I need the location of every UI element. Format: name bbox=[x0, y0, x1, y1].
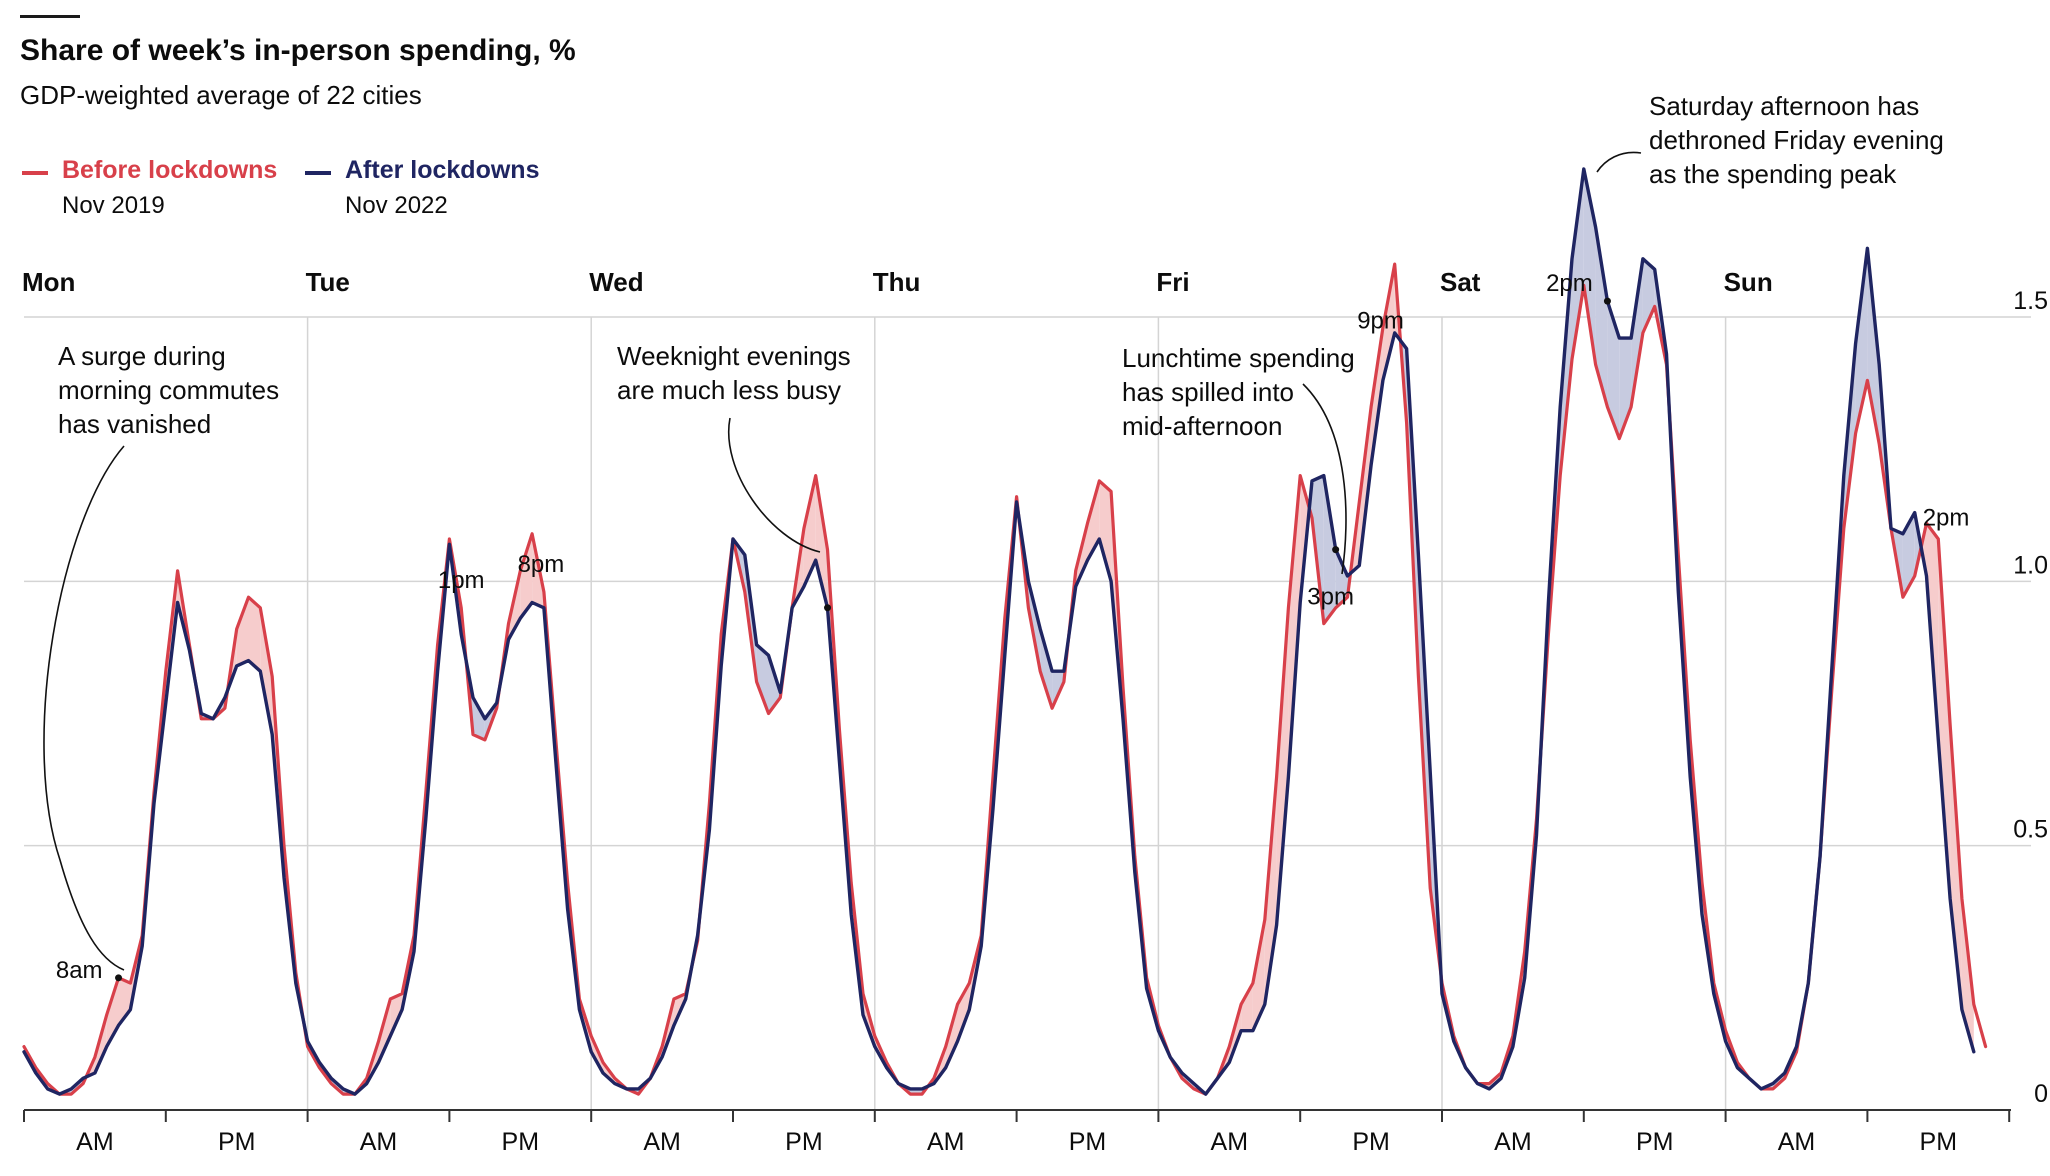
x-tick-label-pm: PM bbox=[1352, 1128, 1390, 1156]
difference-fill bbox=[957, 983, 970, 1042]
day-label-wed: Wed bbox=[589, 267, 643, 297]
difference-fill bbox=[1288, 475, 1301, 777]
x-tick-label-pm: PM bbox=[218, 1128, 256, 1156]
annotation-text-1: morning commutes bbox=[58, 375, 279, 405]
difference-fill bbox=[1335, 549, 1348, 608]
x-tick-label-am: AM bbox=[1778, 1128, 1816, 1156]
difference-fill bbox=[520, 533, 533, 619]
x-tick-label-pm: PM bbox=[785, 1128, 823, 1156]
annotation-leader-2 bbox=[727, 417, 821, 553]
day-label-sun: Sun bbox=[1724, 267, 1773, 297]
difference-fill bbox=[1950, 724, 1962, 1010]
x-tick-label-am: AM bbox=[1211, 1128, 1249, 1156]
annotation-text-2: Weeknight evenings bbox=[617, 341, 851, 371]
chart-title: Share of week’s in-person spending, % bbox=[20, 34, 576, 67]
difference-fill bbox=[1040, 628, 1053, 709]
difference-fill bbox=[815, 475, 828, 608]
chart-subtitle: GDP-weighted average of 22 cities bbox=[20, 80, 422, 110]
legend-swatch-after bbox=[305, 171, 331, 175]
annotation-leader-1 bbox=[43, 445, 125, 971]
difference-fill bbox=[1276, 607, 1289, 925]
point-label: 8pm bbox=[518, 551, 565, 578]
difference-fill bbox=[1631, 258, 1643, 407]
difference-fill bbox=[1323, 475, 1336, 624]
annotation-text-1: A surge during bbox=[58, 341, 226, 371]
legend-label-before: Before lockdowns bbox=[62, 156, 278, 184]
y-tick-label: 0.5 bbox=[2013, 816, 2048, 844]
annotation-text-1: has vanished bbox=[58, 409, 211, 439]
difference-fill bbox=[803, 475, 816, 587]
difference-fill bbox=[1938, 539, 1951, 899]
annotation-text-4: dethroned Friday evening bbox=[1649, 125, 1944, 155]
x-tick-label-am: AM bbox=[927, 1128, 965, 1156]
annotation-dot bbox=[1603, 297, 1611, 305]
annotation-text-3: Lunchtime spending bbox=[1122, 343, 1355, 373]
x-tick-label-am: AM bbox=[76, 1128, 114, 1156]
point-label: 2pm bbox=[1546, 270, 1593, 297]
annotation-text-4: Saturday afternoon has bbox=[1649, 91, 1919, 121]
difference-fill bbox=[1371, 327, 1383, 465]
day-label-fri: Fri bbox=[1156, 267, 1189, 297]
annotation-text-4: as the spending peak bbox=[1649, 159, 1897, 189]
legend-swatch-before bbox=[22, 171, 48, 175]
y-tick-label: 0 bbox=[2034, 1080, 2048, 1108]
annotation-leader-4 bbox=[1596, 151, 1642, 173]
series-line-before bbox=[22, 262, 1988, 1096]
difference-fill bbox=[1252, 919, 1265, 1031]
y-tick-label: 1.5 bbox=[2013, 287, 2048, 315]
day-label-sat: Sat bbox=[1440, 267, 1481, 297]
difference-fill bbox=[1642, 258, 1655, 333]
difference-fill bbox=[1607, 301, 1620, 439]
legend-label-after: After lockdowns bbox=[345, 156, 540, 184]
day-label-thu: Thu bbox=[873, 267, 921, 297]
series-line-after bbox=[22, 167, 1976, 1096]
point-label: 3pm bbox=[1307, 584, 1354, 611]
point-label: 1pm bbox=[438, 567, 485, 594]
x-tick-label-am: AM bbox=[360, 1128, 398, 1156]
annotation-text-3: has spilled into bbox=[1122, 377, 1294, 407]
y-tick-label: 1.0 bbox=[2013, 551, 2048, 579]
difference-fill bbox=[248, 597, 261, 672]
point-label: 2pm bbox=[1923, 504, 1970, 531]
x-tick-label-pm: PM bbox=[1636, 1128, 1674, 1156]
x-tick-label-pm: PM bbox=[502, 1128, 540, 1156]
x-tick-label-pm: PM bbox=[1920, 1128, 1958, 1156]
difference-fill bbox=[473, 697, 485, 740]
legend-period-before: Nov 2019 bbox=[62, 192, 165, 219]
x-tick-label-pm: PM bbox=[1069, 1128, 1107, 1156]
difference-fill bbox=[1087, 480, 1100, 561]
difference-fill bbox=[1902, 512, 1915, 598]
annotation-dot bbox=[1332, 546, 1340, 554]
x-tick-label-am: AM bbox=[1494, 1128, 1532, 1156]
annotation-leader-3 bbox=[1302, 383, 1347, 575]
x-tick-label-am: AM bbox=[643, 1128, 681, 1156]
annotation-text-2: are much less busy bbox=[617, 375, 841, 405]
difference-fill bbox=[260, 607, 273, 735]
annotation-dot bbox=[115, 974, 123, 982]
difference-fill bbox=[1382, 264, 1395, 381]
annotation-text-3: mid-afternoon bbox=[1122, 411, 1282, 441]
legend-period-after: Nov 2022 bbox=[345, 192, 448, 219]
annotation-dot bbox=[824, 604, 832, 612]
day-label-mon: Mon bbox=[22, 267, 75, 297]
point-label: 9pm bbox=[1357, 308, 1404, 335]
day-label-tue: Tue bbox=[306, 267, 350, 297]
difference-fill bbox=[1099, 480, 1112, 582]
point-label: 8am bbox=[56, 957, 103, 984]
difference-fill bbox=[1595, 227, 1608, 407]
difference-fill bbox=[1241, 983, 1253, 1031]
top-rule bbox=[20, 15, 80, 18]
difference-fill bbox=[236, 597, 249, 666]
difference-fill bbox=[756, 644, 769, 714]
difference-fill bbox=[1572, 169, 1584, 360]
difference-fill bbox=[1264, 776, 1277, 1005]
